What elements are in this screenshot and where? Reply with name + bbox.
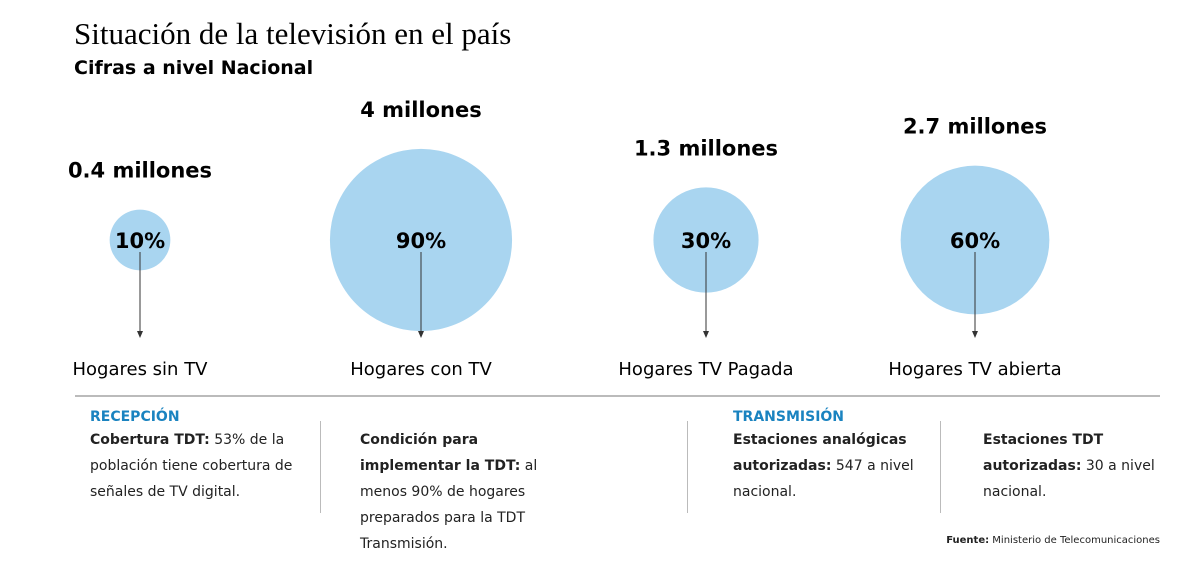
separator [320, 421, 321, 513]
chart-subtitle: Cifras a nivel Nacional [74, 57, 313, 79]
section-heading: RECEPCIÓN [90, 409, 180, 425]
category-label: Hogares TV Pagada [618, 359, 793, 380]
value-label: 10% [115, 229, 165, 253]
source-text: Ministerio de Telecomunicaciones [992, 535, 1160, 546]
chart-title: Situación de la televisión en el país [74, 16, 511, 51]
category-label: Hogares con TV [350, 359, 492, 380]
chart: Situación de la televisión en el país Ci… [68, 16, 1062, 380]
note-lead: Cobertura TDT: [90, 432, 210, 448]
note-column: RECEPCIÓN Cobertura TDT: 53% de la poblac… [90, 407, 300, 505]
notes: RECEPCIÓN Cobertura TDT: 53% de la poblac… [75, 395, 1160, 552]
total-label: 1.3 millones [634, 136, 778, 160]
note-body: 547 a nivel nacional. [733, 458, 914, 500]
note-text: Cobertura TDT: 53% de la población tiene… [90, 427, 300, 505]
pointer-arrow [703, 331, 709, 338]
note-body: 53% de la población tiene cobertura de s… [90, 432, 293, 500]
section-heading: TRANSMISIÓN [733, 409, 845, 425]
section-heading [360, 407, 570, 427]
bubble [900, 165, 1050, 315]
bubble [653, 187, 759, 293]
note-text: Condición para implementar la TDT: al me… [360, 427, 570, 557]
note-column: TRANSMISIÓN Estaciones analógicas autoriz… [733, 407, 943, 505]
bubble [329, 148, 513, 332]
value-label: 90% [396, 229, 446, 253]
note-text: Estaciones analógicas autorizadas: 547 a… [733, 427, 943, 505]
total-label: 0.4 millones [68, 159, 212, 183]
note-column: Estaciones TDT autorizadas: 30 a nivel n… [983, 407, 1193, 505]
pointer-arrow [137, 331, 143, 338]
note-column: Condición para implementar la TDT: al me… [360, 407, 570, 557]
total-label: 4 millones [360, 98, 482, 122]
separator [687, 421, 688, 513]
note-text: Estaciones TDT autorizadas: 30 a nivel n… [983, 427, 1193, 505]
source: Fuente: Ministerio de Telecomunicaciones [946, 535, 1160, 546]
value-label: 60% [950, 229, 1000, 253]
pointer-arrow [972, 331, 978, 338]
category-label: Hogares TV abierta [888, 359, 1061, 380]
bubble [109, 209, 171, 271]
separator [940, 421, 941, 513]
pointer-arrow [418, 331, 424, 338]
note-lead: Estaciones TDT autorizadas: [983, 432, 1104, 474]
section-heading [983, 407, 1193, 427]
value-label: 30% [681, 229, 731, 253]
note-lead: Estaciones analógicas autorizadas: [733, 432, 907, 474]
note-body: 30 a nivel nacional. [983, 458, 1155, 500]
note-body: al menos 90% de hogares preparados para … [360, 458, 538, 552]
category-label: Hogares sin TV [73, 359, 209, 380]
source-lead: Fuente: [946, 535, 990, 546]
total-label: 2.7 millones [903, 115, 1047, 139]
note-lead: Condición para implementar la TDT: [360, 432, 521, 474]
